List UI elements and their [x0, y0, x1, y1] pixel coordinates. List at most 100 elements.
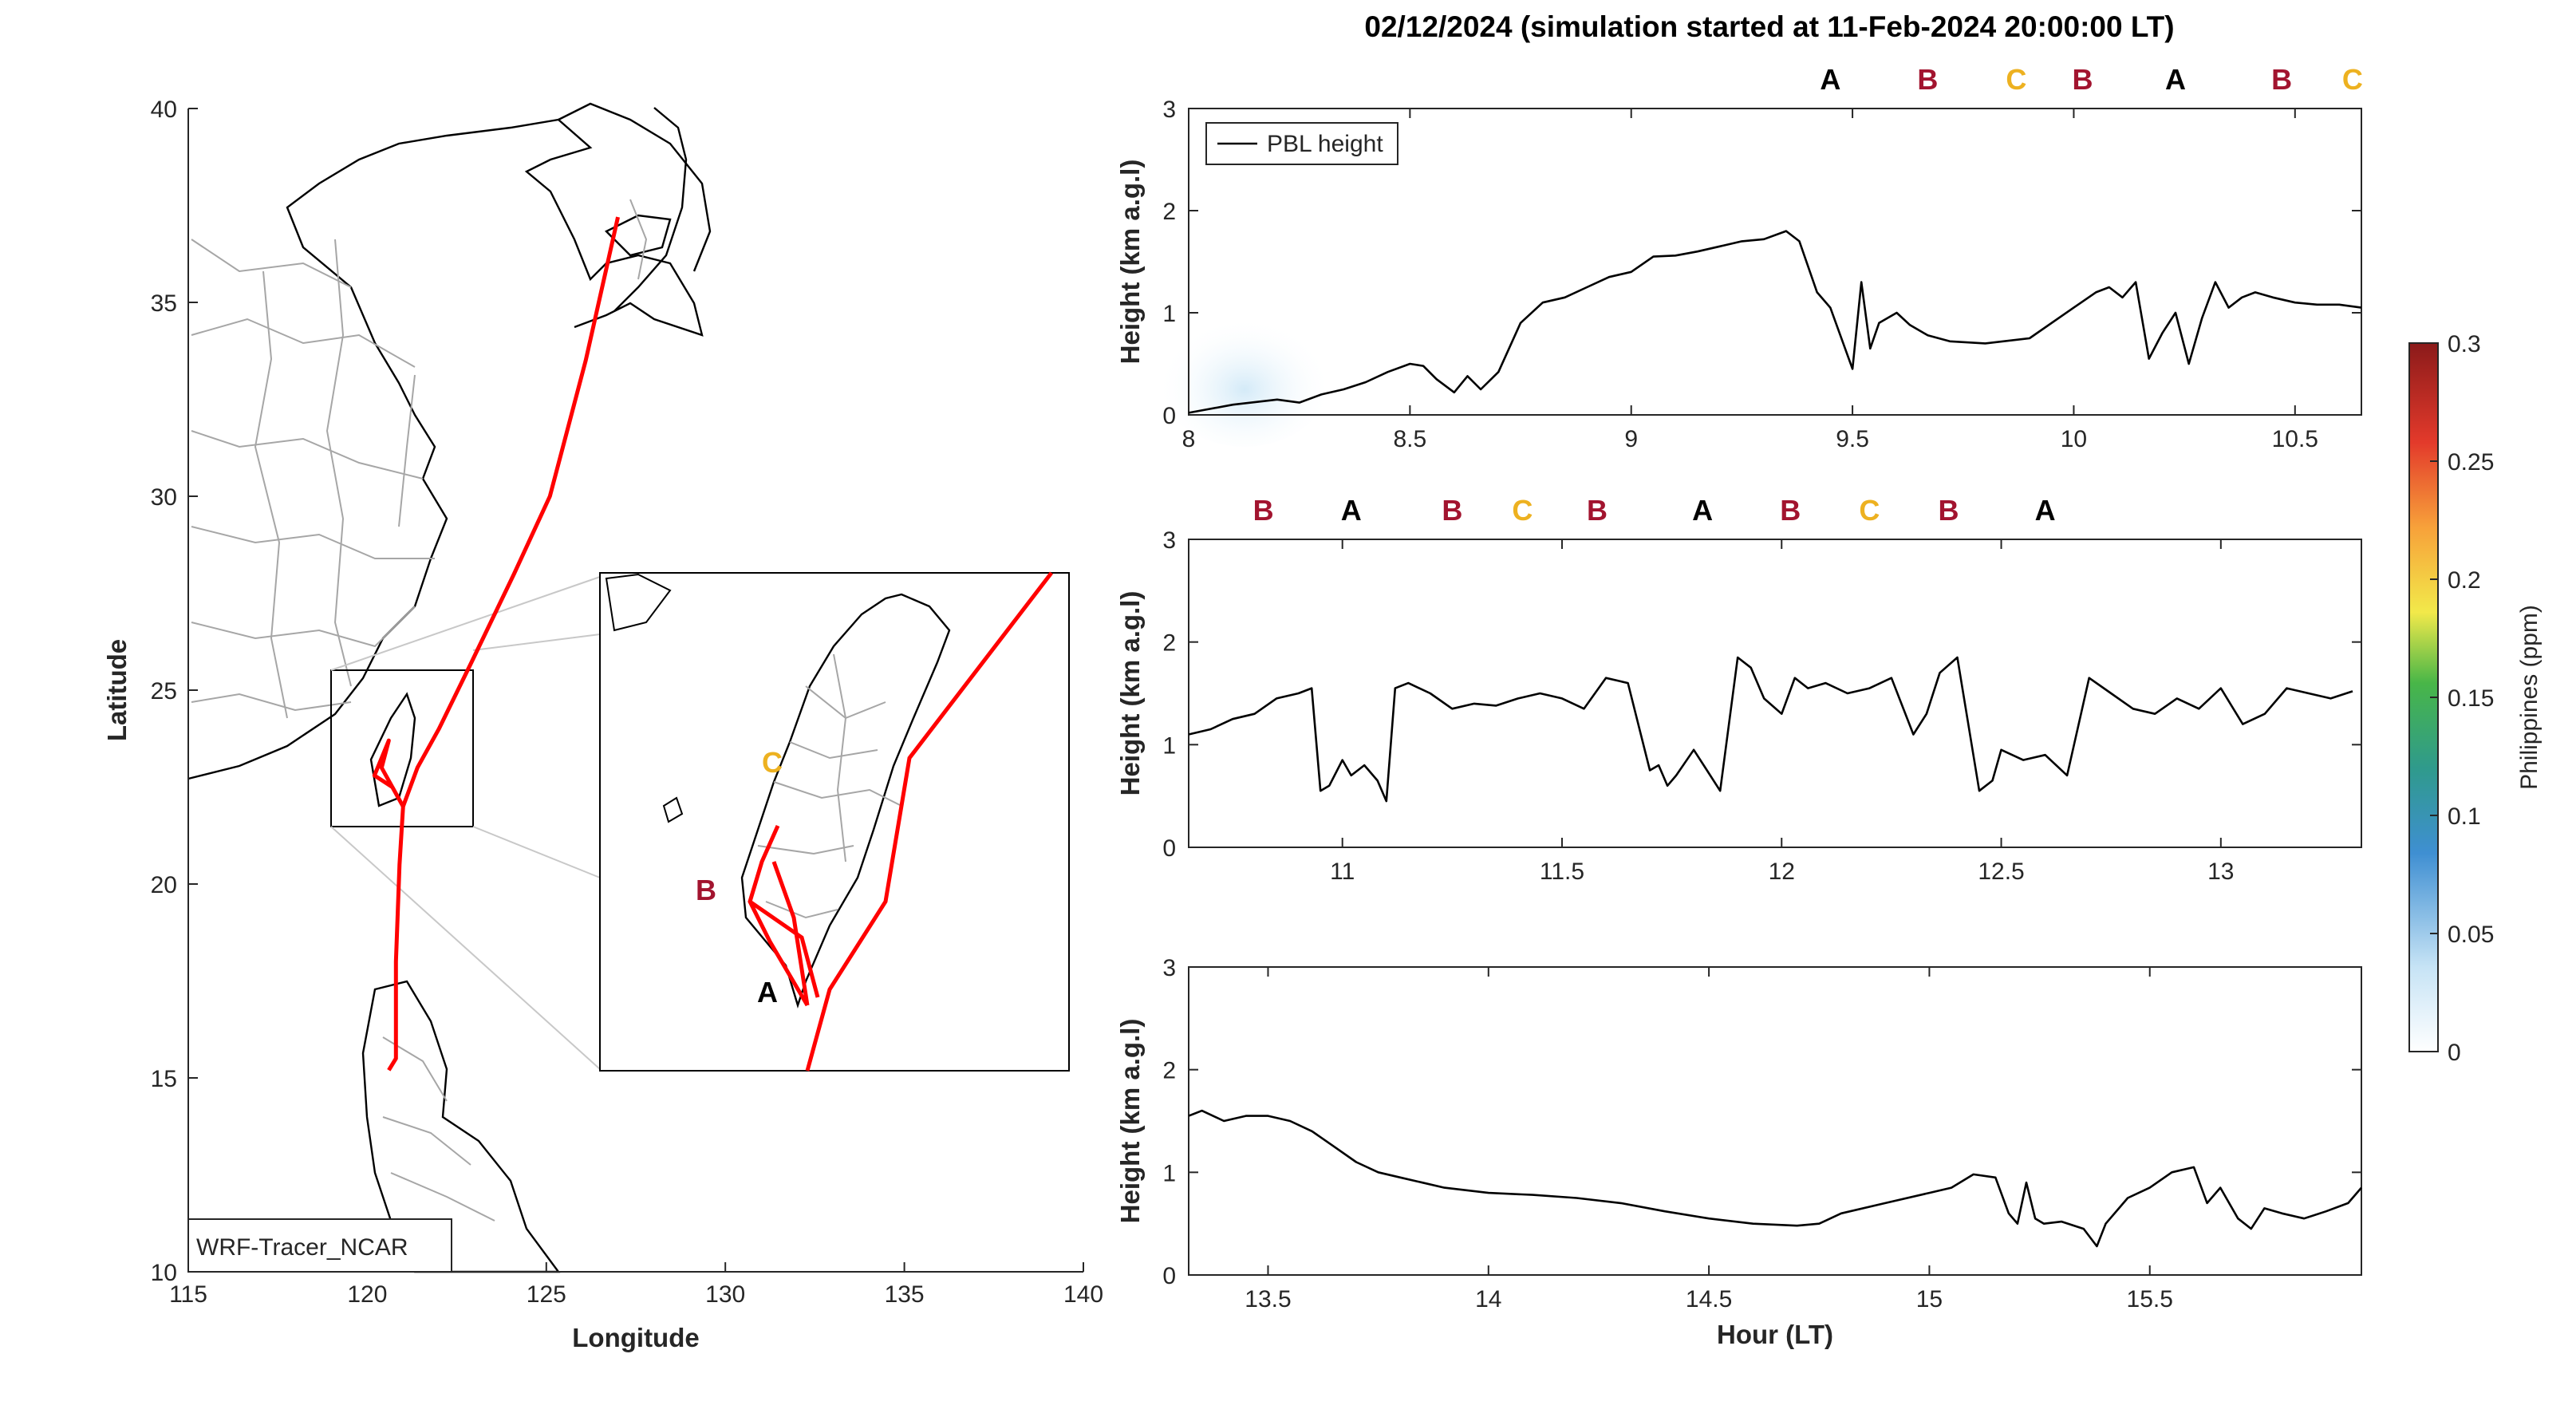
- trajectory-marker-C: C: [1859, 494, 1880, 527]
- pbl-ytick-label: 3: [1162, 955, 1176, 981]
- legend-label: PBL height: [1267, 131, 1383, 157]
- colorbar-tick-label: 0.2: [2448, 567, 2481, 594]
- pbl-xtick-label: 13: [2207, 858, 2234, 885]
- pbl-panel-1: 0 1 2 3 8 8.5 9 9.5 10 10.5 Height (km a.g.l) PBL h…: [1115, 63, 2363, 452]
- pbl-ytick-label: 3: [1162, 97, 1176, 123]
- colorbar-tick-label: 0.3: [2448, 331, 2481, 357]
- coastline-3: [369, 692, 416, 807]
- map-xtick-label: 130: [705, 1281, 745, 1308]
- province-border-5: [191, 693, 352, 712]
- trajectory-marker-A: A: [1820, 63, 1840, 96]
- map-xtick-label: 120: [347, 1281, 387, 1308]
- province-border-7: [325, 239, 352, 687]
- pbl-ylabel: Height (km a.g.l): [1115, 160, 1145, 365]
- inset-penghu: [662, 796, 684, 823]
- trajectory-marker-A: A: [1692, 494, 1713, 527]
- inset-border-3: [833, 653, 847, 862]
- pbl-xtick-label: 8: [1182, 426, 1196, 452]
- trajectory-marker-A: A: [2165, 63, 2186, 96]
- annotation-box: [187, 1218, 452, 1273]
- pbl-xtick-label: 10: [2061, 426, 2087, 452]
- pbl-panel-3: 0 1 2 3 13.5 14 14.5 15 15.5 Height (km a.g.l) Hou…: [1115, 955, 2362, 1349]
- pbl-ytick-label: 1: [1162, 301, 1176, 327]
- province-border-9: [629, 199, 648, 280]
- pbl-ylabel: Height (km a.g.l): [1115, 591, 1145, 796]
- map-ytick-label: 35: [151, 290, 177, 317]
- pbl-ytick-label: 2: [1162, 199, 1176, 225]
- inset-point-label-A: A: [757, 976, 778, 1008]
- trajectory-marker-B: B: [1917, 63, 1938, 96]
- pbl-ytick-label: 0: [1162, 835, 1176, 862]
- pbl-xtick-label: 14.5: [1686, 1286, 1732, 1312]
- pbl-xtick-label: 12: [1769, 858, 1795, 885]
- pbl-ytick-label: 0: [1162, 1263, 1176, 1289]
- inset-trajectory-b: [771, 861, 810, 1006]
- province-border-0: [191, 239, 352, 288]
- inset-trajectory-b2: [748, 899, 820, 998]
- map-xtick-label: 115: [169, 1281, 207, 1308]
- pbl-xtick-label: 9.5: [1836, 426, 1869, 452]
- pbl-xtick-label: 11: [1330, 858, 1355, 885]
- pbl-xtick-label: 15.5: [2127, 1286, 2173, 1312]
- province-border-3: [191, 526, 435, 559]
- pbl-ytick-label: 0: [1162, 403, 1176, 429]
- pbl-xtick-label: 12.5: [1978, 858, 2024, 885]
- province-border-10: [382, 1036, 448, 1102]
- province-border-1: [191, 318, 416, 368]
- map-ytick-label: 40: [151, 97, 177, 123]
- colorbar-tick-label: 0.1: [2448, 803, 2481, 830]
- annotation-text: WRF-Tracer_NCAR: [196, 1234, 408, 1261]
- pbl-xtick-label: 10.5: [2272, 426, 2318, 452]
- pbl-height-line: [1188, 230, 2362, 414]
- pbl-height-line: [1188, 656, 2353, 803]
- pbl-xtick-label: 15: [1916, 1286, 1943, 1312]
- trajectory-marker-B: B: [2271, 63, 2292, 96]
- coastline-4: [361, 980, 561, 1273]
- coastline-1: [558, 102, 712, 272]
- pbl-xtick-label: 14: [1475, 1286, 1501, 1312]
- pbl-height-line: [1188, 1109, 2362, 1248]
- pbl-ylabel: Height (km a.g.l): [1115, 1019, 1145, 1224]
- pbl-axes-box: [1188, 966, 2362, 1276]
- trajectory-marker-B: B: [1587, 494, 1608, 527]
- province-border-12: [390, 1172, 495, 1222]
- pbl-ytick-label: 1: [1162, 732, 1176, 759]
- trajectory-marker-B: B: [1442, 494, 1462, 527]
- map-ytick-label: 15: [151, 1066, 177, 1092]
- trajectory-marker-A: A: [1341, 494, 1362, 527]
- pbl-axes-box: [1188, 539, 2362, 848]
- inset-border-4: [789, 741, 878, 760]
- colorbar-tick-label: 0.25: [2448, 449, 2494, 476]
- coastline-5: [604, 214, 672, 257]
- pbl-xlabel: Hour (LT): [1717, 1320, 1833, 1349]
- pbl-xtick-label: 8.5: [1393, 426, 1426, 452]
- map-ytick-label: 20: [151, 872, 177, 898]
- tracer-concentration-patch: [1157, 303, 1332, 447]
- map-ytick-label: 25: [151, 678, 177, 705]
- colorbar-tick-label: 0.05: [2448, 922, 2494, 948]
- inset-point-label-C: C: [762, 746, 783, 779]
- pbl-ytick-label: 1: [1162, 1160, 1176, 1186]
- trajectory-marker-C: C: [2006, 63, 2026, 96]
- map-ytick-label: 10: [151, 1260, 177, 1286]
- colorbar-tick-label: 0.15: [2448, 685, 2494, 712]
- pbl-xtick-label: 9: [1624, 426, 1638, 452]
- inset-trajectory: [805, 571, 1053, 1072]
- colorbar-label: Philippines (ppm): [2516, 605, 2542, 790]
- figure-title: 02/12/2024 (simulation started at 11-Feb…: [1364, 10, 2174, 43]
- trajectory-line: [387, 216, 620, 1072]
- trajectory-marker-B: B: [1253, 494, 1274, 527]
- inset-mainland-coast: [605, 573, 672, 632]
- map-xlabel: Longitude: [572, 1323, 699, 1352]
- trajectory-marker-B: B: [1938, 494, 1959, 527]
- trajectory-marker-B: B: [1780, 494, 1801, 527]
- trajectory-loop: [372, 738, 405, 808]
- zoom-connector-bottom: [330, 826, 601, 1070]
- inset-border-5: [765, 901, 838, 919]
- zoom-connector-mid: [472, 634, 601, 651]
- pbl-axes-box: [1188, 108, 2362, 416]
